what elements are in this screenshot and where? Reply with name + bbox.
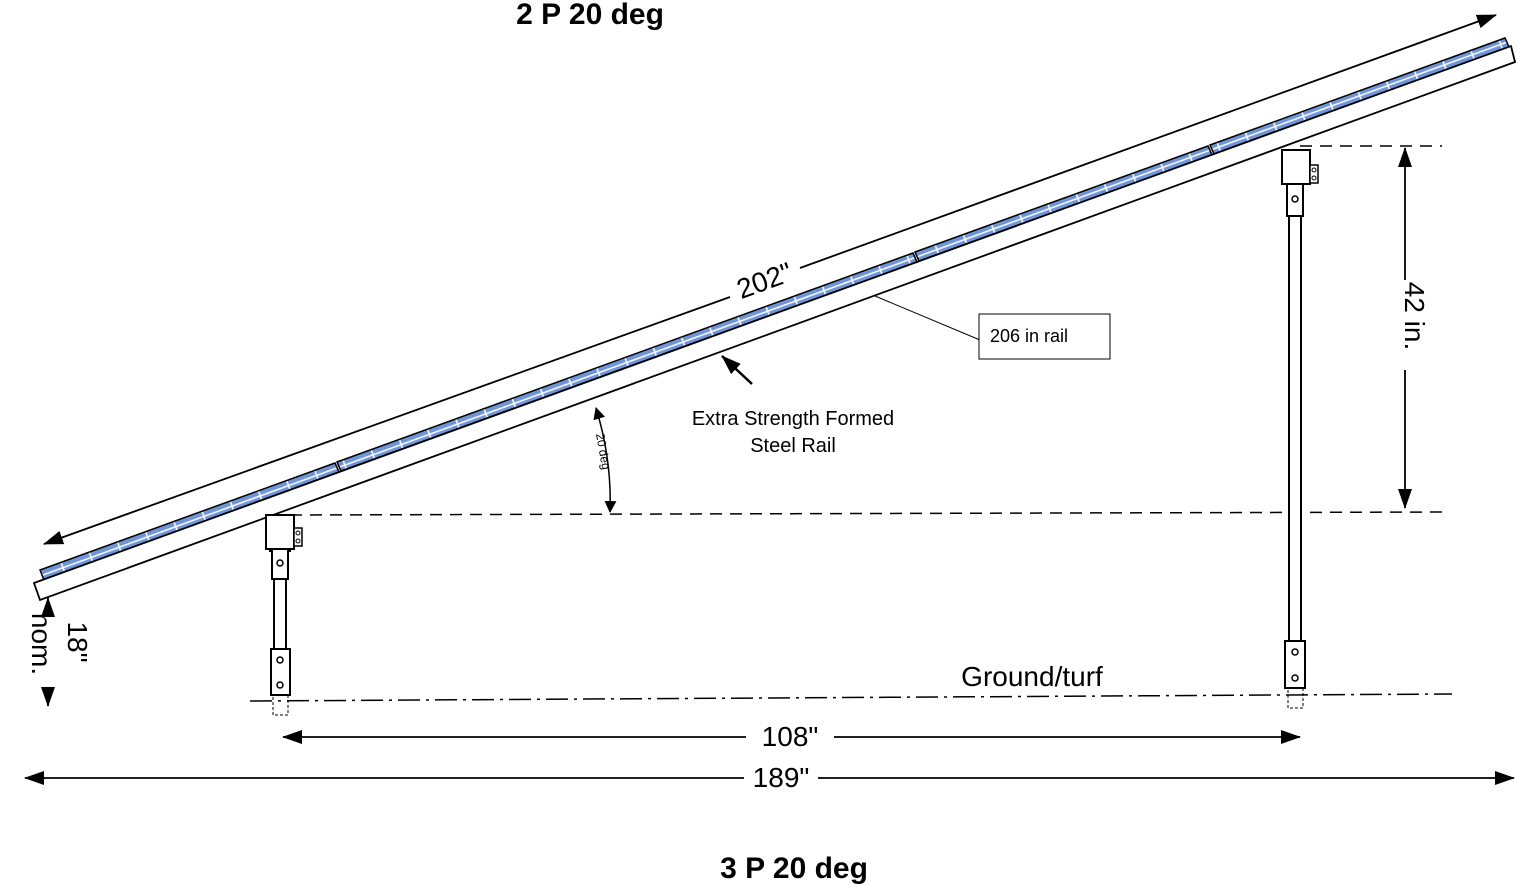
overall-length-dimension: 189" [24,762,1515,793]
top-title: 2 P 20 deg [516,0,664,31]
panel-length-dimension: 202" [43,14,1497,545]
rail-label-line1: Extra Strength Formed [692,408,894,430]
overall-length-label: 189" [753,762,810,793]
front-post-reference-line [289,511,1451,516]
post-spacing-label: 108" [762,721,819,752]
rear-post [1281,149,1319,709]
steel-rail [32,44,1516,602]
bottom-title: 3 P 20 deg [720,852,868,885]
ground-label: Ground/turf [961,661,1103,692]
front-clearance-value: 18" [62,621,93,662]
front-post [265,514,303,716]
solar-module [1208,37,1511,155]
solar-panel-array [39,37,1511,581]
rail-label-line2: Steel Rail [750,435,836,457]
rail-length-label: 206 in rail [990,326,1068,346]
rail-length-callout: 206 in rail [874,295,1111,360]
rail-description: Extra Strength Formed Steel Rail [692,355,894,457]
post-spacing-dimension: 108" [282,721,1301,752]
front-clearance-suffix: nom. [26,613,57,675]
panel-length-label: 202" [733,256,797,305]
solar-module [913,145,1214,262]
rear-height-label: 42 in. [1399,282,1430,351]
rear-height-dimension: 42 in. [1398,147,1430,509]
ground-line [249,693,1453,702]
front-clearance-dimension: 18" nom. [26,597,93,707]
tilt-angle-dimension: 20 deg [593,407,617,513]
tilt-angle-label: 20 deg [593,432,613,471]
